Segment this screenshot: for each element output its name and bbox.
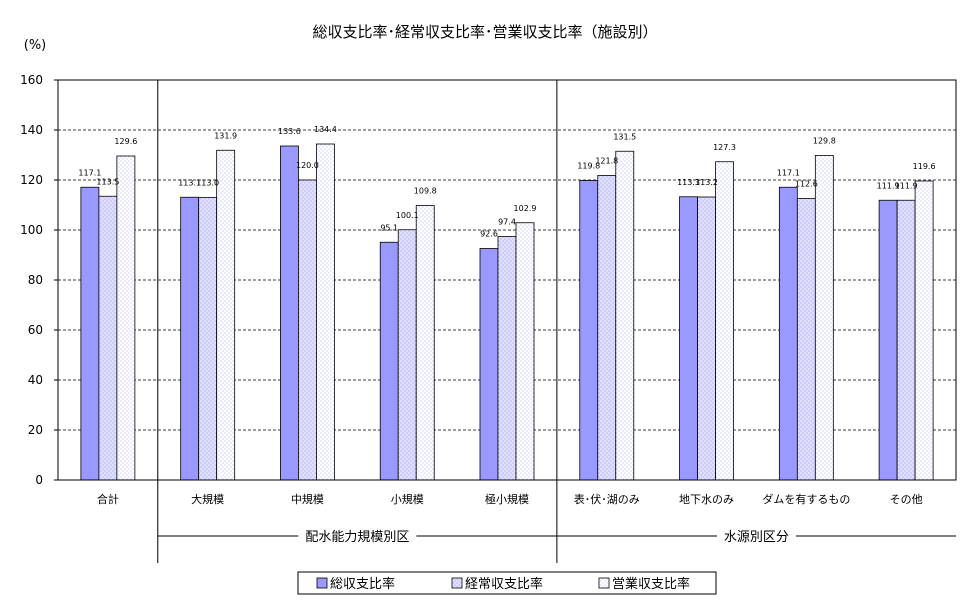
data-label: 111.9 [877,181,900,190]
data-label: 113.2 [695,178,718,187]
category-label: 合計 [97,492,119,506]
category-label: 表･伏･湖のみ [574,492,640,506]
bar-series1 [479,248,499,481]
data-label: 113.3 [677,178,700,187]
bar-series3 [415,205,435,481]
data-label: 95.1 [380,223,398,232]
data-label: 113.1 [178,178,201,187]
y-tick-label: 60 [28,323,43,337]
data-label: 131.5 [613,132,636,141]
data-label: 134.4 [314,125,337,134]
data-label: 111.9 [895,181,918,190]
bar-series2 [298,179,317,481]
bar-series1 [180,196,200,481]
data-label: 109.8 [414,187,437,196]
bar-series1 [579,180,599,481]
category-labels: 合計 大規模 中規模 小規模 極小規模 表･伏･湖のみ 地下水のみ ダムを有するもの その他 [97,492,923,506]
legend-swatch-series1 [316,577,328,589]
bar-series2 [597,175,617,481]
legend-label-series2: 経常収支比率 [465,576,543,592]
data-label: 113.5 [96,177,119,186]
legend-box [297,571,717,595]
plot-frame [57,79,957,563]
bar-series1 [679,196,698,481]
y-tick-label: 160 [20,73,43,87]
bar-series3 [914,180,934,481]
legend: 総収支比率 経常収支比率 営業収支比率 [297,571,717,595]
legend-swatch-series3 [598,577,610,589]
data-label: 127.3 [713,143,736,152]
data-label: 119.6 [913,162,936,171]
data-label: 133.6 [278,127,301,136]
legend-swatch-series2 [451,577,463,589]
plot-border [57,79,957,481]
data-label: 92.6 [480,230,498,239]
bar-series3 [515,222,535,481]
y-axis-ticks: 0 20 40 60 80 100 120 140 160 [20,73,58,487]
data-label: 129.6 [114,137,137,146]
group-labels: 配水能力規模別区 水源別区分 [157,527,956,545]
data-label: 102.9 [514,204,537,213]
category-label: 極小規模 [485,492,529,506]
data-label: 119.8 [577,162,600,171]
bar-series2 [796,198,816,481]
category-label: 地下水のみ [679,493,734,506]
data-label: 117.1 [78,168,101,177]
bar-series2 [497,236,517,481]
category-label: その他 [890,493,923,506]
bars [80,143,934,481]
bar-series1 [80,186,100,481]
chart-title: 総収支比率･経常収支比率･営業収支比率（施設別） [312,23,657,41]
bar-series1 [379,241,399,481]
data-label: 129.8 [813,137,836,146]
category-label: 大規模 [191,492,224,506]
y-tick-label: 120 [20,173,43,187]
data-label: 112.6 [795,180,818,189]
y-tick-label: 0 [35,473,43,487]
bar-series3 [814,155,834,481]
bar-series2 [98,195,118,481]
data-label: 131.9 [214,131,237,140]
bar-series3 [316,143,335,481]
y-tick-label: 140 [20,123,43,137]
y-tick-label: 40 [28,373,43,387]
data-label: 120.0 [296,161,319,170]
category-label: ダムを有するもの [762,492,850,506]
bar-series3 [615,150,635,481]
y-tick-label: 20 [28,423,43,437]
bar-series2 [198,197,218,481]
data-label: 113.0 [196,179,219,188]
bar-series2 [896,199,916,481]
y-tick-label: 100 [20,223,43,237]
bar-series1 [778,186,798,481]
legend-label-series3: 営業収支比率 [612,576,690,592]
bar-series1 [280,145,299,481]
bar-series2 [697,196,716,481]
group-label: 水源別区分 [724,530,789,545]
bar-series3 [216,149,236,481]
y-tick-label: 80 [28,273,43,287]
data-labels: 117.1113.1133.695.192.6119.8113.3117.111… [78,125,935,239]
y-axis-unit: (%) [24,38,47,53]
category-label: 中規模 [291,492,324,506]
group-label-bg [716,527,796,545]
bar-series3 [116,155,136,481]
bar-series3 [715,161,734,481]
legend-label-series1: 総収支比率 [330,576,395,592]
data-label: 97.4 [498,218,516,227]
group-label: 配水能力規模別区 [305,530,409,545]
data-label: 117.1 [777,168,800,177]
group-label-bg [298,527,417,545]
data-label: 100.1 [396,211,419,220]
bar-series1 [878,199,898,481]
category-label: 小規模 [391,492,424,506]
bar-series2 [397,229,417,481]
data-label: 121.8 [595,157,618,166]
